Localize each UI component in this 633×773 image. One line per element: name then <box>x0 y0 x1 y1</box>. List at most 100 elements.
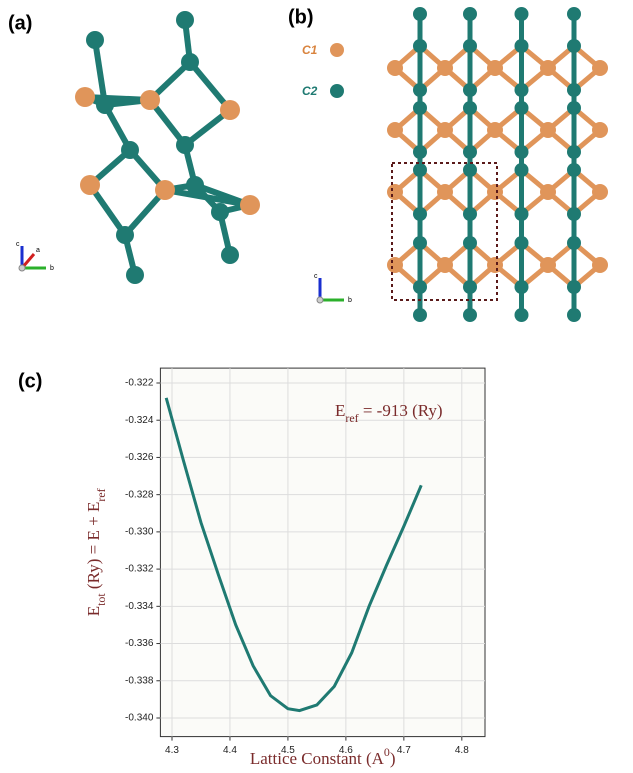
atom <box>220 100 240 120</box>
structure-b: cb <box>314 7 608 322</box>
atom <box>515 163 529 177</box>
atom <box>80 175 100 195</box>
atom <box>413 280 427 294</box>
atom <box>567 39 581 53</box>
y-tick-label: -0.330 <box>125 527 154 538</box>
y-tick-label: -0.322 <box>125 378 154 389</box>
y-tick-label: -0.328 <box>125 489 154 500</box>
x-tick-label: 4.4 <box>223 745 237 756</box>
atom <box>463 39 477 53</box>
atom <box>155 180 175 200</box>
atom <box>437 184 453 200</box>
axis-origin <box>19 265 25 271</box>
axis-label: c <box>16 241 20 248</box>
panel-label: (a) <box>8 12 32 34</box>
legend-atom <box>330 43 344 57</box>
panel-label: (b) <box>288 6 314 28</box>
axis-label: a <box>36 247 40 254</box>
atom <box>463 145 477 159</box>
atom <box>140 90 160 110</box>
panel-label: (c) <box>18 370 42 392</box>
text-part: E <box>84 606 103 616</box>
atom <box>240 195 260 215</box>
atom <box>413 236 427 250</box>
text-part: (Ry) = E + E <box>84 502 103 594</box>
atom <box>567 7 581 21</box>
atom <box>515 308 529 322</box>
atom <box>437 122 453 138</box>
atom <box>463 163 477 177</box>
atom <box>211 203 229 221</box>
atom <box>515 207 529 221</box>
text-part: ref <box>345 411 358 425</box>
axis-label: c <box>314 273 318 280</box>
legend-atom <box>330 84 344 98</box>
atom <box>463 7 477 21</box>
text-part: = -913 (Ry) <box>359 401 443 420</box>
y-tick-label: -0.332 <box>125 564 154 575</box>
x-tick-label: 4.3 <box>165 745 179 756</box>
text-part: E <box>335 401 345 420</box>
atom <box>567 145 581 159</box>
atom <box>413 163 427 177</box>
legend-label: C1 <box>302 43 318 57</box>
xlabel: Lattice Constant (A0) <box>250 745 396 768</box>
text-part: Lattice Constant (A <box>250 749 385 768</box>
atom <box>221 246 239 264</box>
atom <box>515 7 529 21</box>
atom <box>515 280 529 294</box>
atom <box>126 266 144 284</box>
atom <box>540 257 556 273</box>
axis-label: b <box>348 297 352 304</box>
structure-a: cba <box>16 11 260 284</box>
atom <box>592 122 608 138</box>
atom <box>387 257 403 273</box>
atom <box>487 257 503 273</box>
atom <box>387 184 403 200</box>
atom <box>487 122 503 138</box>
atom <box>540 184 556 200</box>
x-tick-label: 4.7 <box>397 745 411 756</box>
atom <box>75 87 95 107</box>
atom <box>592 60 608 76</box>
atom <box>567 207 581 221</box>
atom <box>463 308 477 322</box>
y-tick-label: -0.336 <box>125 638 154 649</box>
atom <box>176 136 194 154</box>
atom <box>413 145 427 159</box>
atom <box>592 184 608 200</box>
atom <box>463 101 477 115</box>
y-tick-label: -0.340 <box>125 713 154 724</box>
atom <box>186 176 204 194</box>
atom <box>387 60 403 76</box>
atom <box>176 11 194 29</box>
atom <box>116 226 134 244</box>
atom <box>463 207 477 221</box>
chart: -0.322-0.324-0.326-0.328-0.330-0.332-0.3… <box>84 368 485 768</box>
atom <box>515 101 529 115</box>
atom <box>592 257 608 273</box>
atom <box>413 308 427 322</box>
atom <box>86 31 104 49</box>
text-part: ref <box>94 488 108 501</box>
atom <box>515 83 529 97</box>
y-tick-label: -0.338 <box>125 675 154 686</box>
atom <box>487 60 503 76</box>
atom <box>413 83 427 97</box>
atom <box>567 308 581 322</box>
atom <box>463 280 477 294</box>
atom <box>413 207 427 221</box>
y-tick-label: -0.334 <box>125 601 154 612</box>
ylabel: Etot (Ry) = E + Eref <box>84 488 108 616</box>
atom <box>413 7 427 21</box>
atom <box>437 60 453 76</box>
atom <box>437 257 453 273</box>
text-part: ) <box>390 749 396 768</box>
atom <box>387 122 403 138</box>
atom <box>96 96 114 114</box>
atom <box>567 236 581 250</box>
plot-area <box>160 368 485 736</box>
atom <box>540 122 556 138</box>
atom <box>181 53 199 71</box>
atom <box>567 101 581 115</box>
